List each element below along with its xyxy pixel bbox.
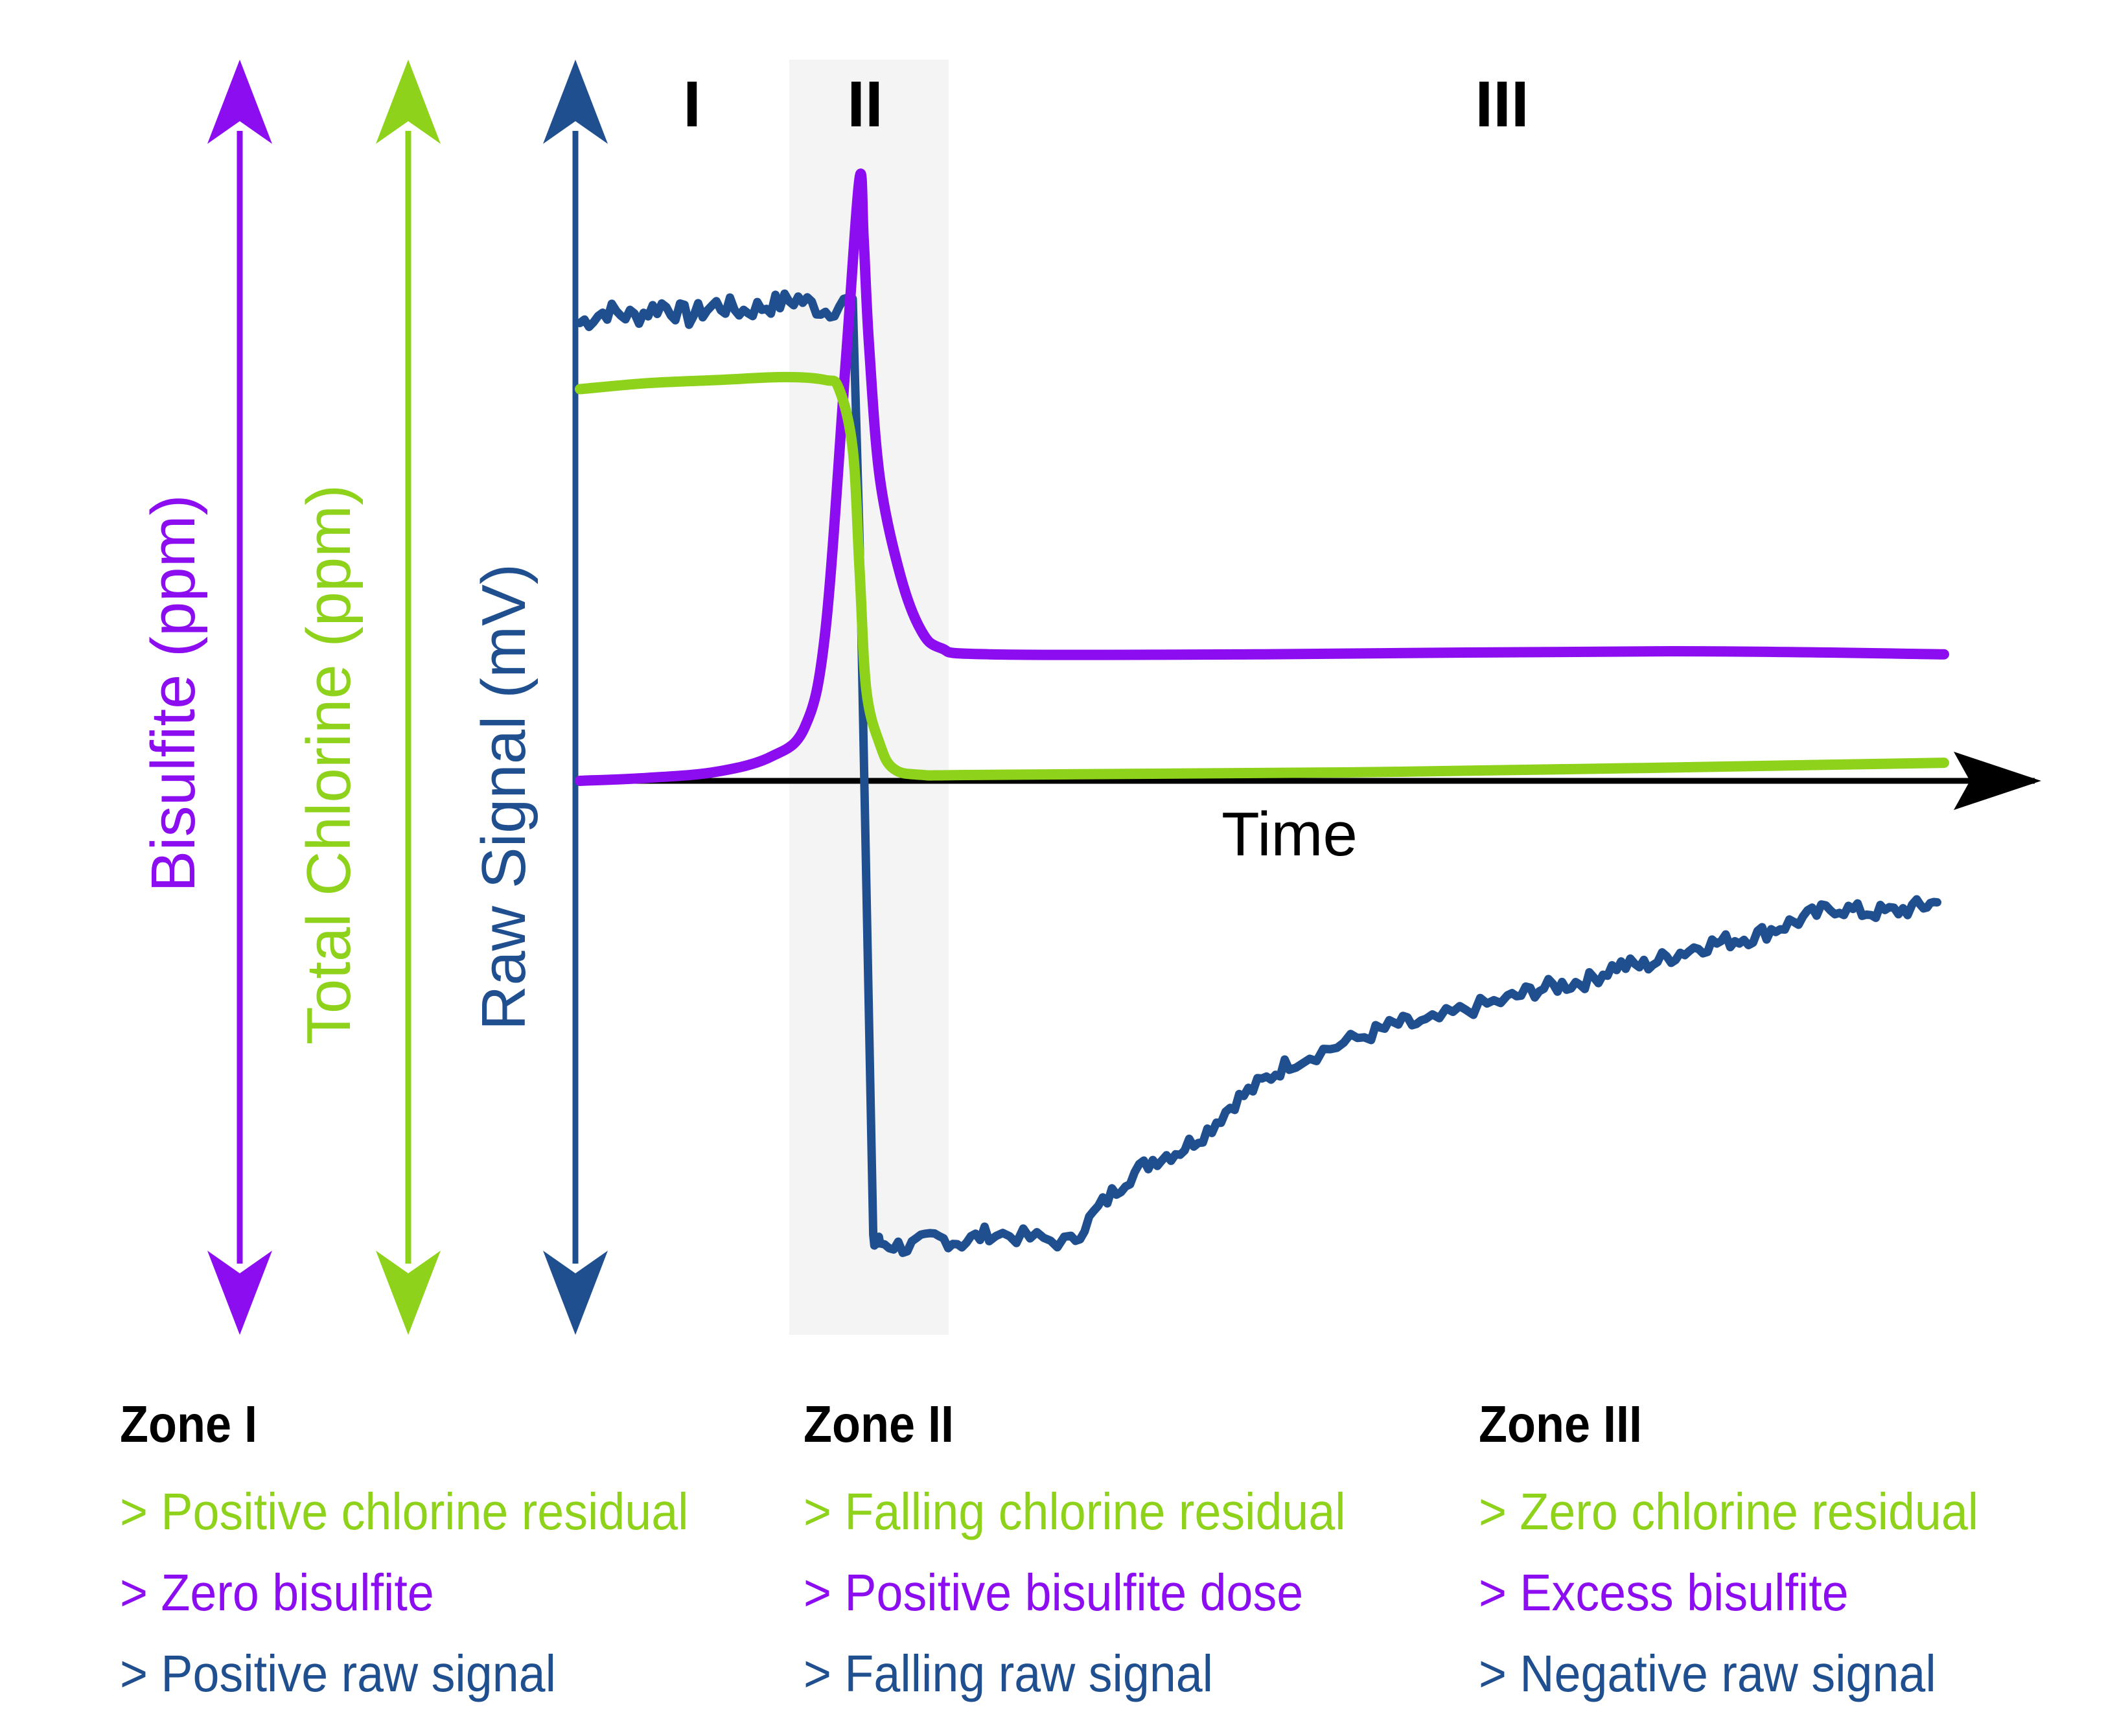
zone-ii-summary: Zone II > Falling chlorine residual > Po… bbox=[804, 1393, 1484, 1714]
zone-ii-signal: > Falling raw signal bbox=[804, 1645, 1214, 1702]
time-axis-arrowhead bbox=[1954, 752, 2041, 810]
zone-iii-bisulfite: > Excess bisulfite bbox=[1479, 1564, 1849, 1621]
y-axis-bisulfite-arrow-down bbox=[207, 1251, 272, 1335]
y-axis-bisulfite bbox=[207, 60, 272, 1335]
y-axis-bisulfite-arrow-up bbox=[207, 60, 272, 144]
zone-i-bisulfite: > Zero bisulfite bbox=[120, 1564, 434, 1621]
zone-label-i: I bbox=[683, 68, 701, 141]
zone-iii-summary: Zone III > Zero chlorine residual > Exce… bbox=[1479, 1393, 2117, 1714]
y-axis-label-raw-signal: Raw Signal (mV) bbox=[469, 564, 538, 1030]
zone-iii-title: Zone III bbox=[1479, 1395, 1642, 1453]
zone-ii-bisulfite: > Positive bisulfite dose bbox=[804, 1564, 1304, 1621]
y-axis-raw-signal-arrow-down bbox=[543, 1251, 608, 1335]
zone-label-ii: II bbox=[847, 68, 883, 141]
zone-i-chlorine: > Positive chlorine residual bbox=[120, 1483, 689, 1540]
y-axis-raw-signal-arrow-up bbox=[543, 60, 608, 144]
zone-i-signal: > Positive raw signal bbox=[120, 1645, 556, 1702]
y-axis-chlorine-arrow-down bbox=[376, 1251, 441, 1335]
zone-ii-title: Zone II bbox=[804, 1395, 954, 1453]
y-axes bbox=[207, 60, 608, 1335]
x-axis-label: Time bbox=[1221, 800, 1358, 869]
series-raw-signal bbox=[575, 289, 1941, 1257]
series-group bbox=[575, 168, 1949, 1257]
zone-iii-chlorine: > Zero chlorine residual bbox=[1479, 1483, 1979, 1540]
zone-ii-chlorine: > Falling chlorine residual bbox=[804, 1483, 1346, 1540]
zone-label-iii: III bbox=[1475, 68, 1529, 141]
zone-i-summary: Zone I > Positive chlorine residual > Ze… bbox=[120, 1393, 800, 1714]
series-chlorine bbox=[575, 371, 1949, 781]
y-axis-chlorine bbox=[376, 60, 441, 1335]
zone-iii-signal: > Negative raw signal bbox=[1479, 1645, 1936, 1702]
y-axis-label-chlorine: Total Chlorine (ppm) bbox=[294, 485, 364, 1045]
series-bisulfite bbox=[575, 168, 1949, 786]
y-axis-raw-signal bbox=[543, 60, 608, 1335]
y-axis-chlorine-arrow-up bbox=[376, 60, 441, 144]
zone-i-title: Zone I bbox=[120, 1395, 257, 1453]
y-axis-label-bisulfite: Bisulfite (ppm) bbox=[139, 494, 208, 892]
